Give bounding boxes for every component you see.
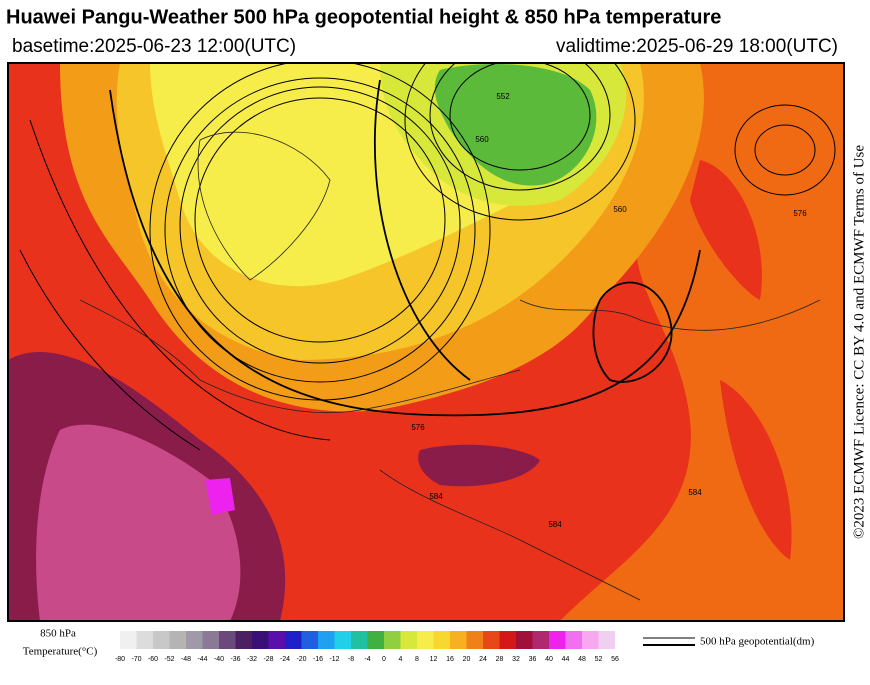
colorbar-title: 850 hPa	[40, 628, 76, 640]
colorbar-swatch	[136, 631, 153, 649]
colorbar-swatch	[433, 631, 450, 649]
colorbar-swatch	[483, 631, 500, 649]
title: Huawei Pangu-Weather 500 hPa geopotentia…	[6, 6, 721, 28]
colorbar-tick-label: 40	[545, 656, 553, 663]
colorbar-swatch	[499, 631, 516, 649]
licence: ©2023 ECMWF Licence: CC BY 4.0 and ECMWF…	[851, 145, 867, 539]
colorbar-title: Temperature(°C)	[23, 646, 98, 658]
contour-label: 584	[429, 492, 443, 501]
colorbar-swatch	[549, 631, 566, 649]
colorbar-swatch	[351, 631, 368, 649]
colorbar-swatch	[516, 631, 533, 649]
colorbar-tick-label: 36	[529, 656, 537, 663]
colorbar-swatch	[466, 631, 483, 649]
contour-label: 560	[475, 135, 489, 144]
colorbar-swatch	[450, 631, 467, 649]
colorbar-tick-label: -60	[148, 656, 158, 663]
colorbar-swatch	[219, 631, 236, 649]
colorbar-swatch	[417, 631, 434, 649]
colorbar-tick-label: 48	[578, 656, 586, 663]
colorbar-tick-label: 16	[446, 656, 454, 663]
colorbar-tick-label: 44	[562, 656, 570, 663]
colorbar-tick-label: -28	[263, 656, 273, 663]
colorbar-swatch	[400, 631, 417, 649]
colorbar-swatch	[598, 631, 615, 649]
colorbar: -80 -70 -60 -52 -48 -44 -40 -36 -32 -28 -24 -20 -16-…	[115, 631, 619, 663]
colorbar-tick-label: 12	[430, 656, 438, 663]
colorbar-tick-label: 20	[463, 656, 471, 663]
colorbar-tick-label: -80	[115, 656, 125, 663]
colorbar-tick-label: -32	[247, 656, 257, 663]
colorbar-tick-label: -52	[164, 656, 174, 663]
colorbar-swatch	[285, 631, 302, 649]
map: 552 560 576 576 584 560 584 584	[7, 62, 845, 622]
contour-label: 552	[496, 92, 510, 101]
colorbar-tick-label: -48	[181, 656, 191, 663]
colorbar-tick-label: -36	[230, 656, 240, 663]
colorbar-tick-label: 24	[479, 656, 487, 663]
colorbar-tick-label: 32	[512, 656, 520, 663]
colorbar-swatch	[565, 631, 582, 649]
legend-label: 500 hPa geopotential(dm)	[700, 636, 815, 648]
colorbar-swatch	[301, 631, 318, 649]
contour-label: 584	[548, 520, 562, 529]
colorbar-tick-label: 56	[611, 656, 619, 663]
contour-label: 584	[688, 488, 702, 497]
basetime: basetime:2025-06-23 12:00(UTC)	[12, 36, 296, 57]
colorbar-swatch	[153, 631, 170, 649]
colorbar-swatch	[582, 631, 599, 649]
colorbar-tick-label: -4	[364, 656, 370, 663]
colorbar-swatch	[334, 631, 351, 649]
colorbar-tick-label: -70	[131, 656, 141, 663]
colorbar-swatch	[186, 631, 203, 649]
colorbar-swatch	[268, 631, 285, 649]
colorbar-tick-label: 28	[496, 656, 504, 663]
colorbar-tick-label: -12	[329, 656, 339, 663]
colorbar-swatch	[532, 631, 549, 649]
colorbar-swatch	[252, 631, 269, 649]
colorbar-tick-label: -24	[280, 656, 290, 663]
colorbar-tick-label: 0	[382, 656, 386, 663]
colorbar-tick-label: -44	[197, 656, 207, 663]
colorbar-tick-label: 8	[415, 656, 419, 663]
colorbar-swatch	[202, 631, 219, 649]
colorbar-tick-label: -20	[296, 656, 306, 663]
colorbar-swatch	[384, 631, 401, 649]
colorbar-swatch	[169, 631, 186, 649]
colorbar-tick-label: -40	[214, 656, 224, 663]
colorbar-tick-label: 4	[399, 656, 403, 663]
colorbar-tick-label: -8	[348, 656, 354, 663]
colorbar-swatch	[120, 631, 137, 649]
colorbar-swatch	[367, 631, 384, 649]
contour-label: 576	[793, 209, 807, 218]
colorbar-tick-label: 52	[595, 656, 603, 663]
contour-label: 560	[613, 205, 627, 214]
colorbar-swatch	[235, 631, 252, 649]
contour-label: 576	[411, 423, 425, 432]
colorbar-swatch	[318, 631, 335, 649]
colorbar-tick-label: -16	[313, 656, 323, 663]
validtime: validtime:2025-06-29 18:00(UTC)	[556, 36, 838, 57]
